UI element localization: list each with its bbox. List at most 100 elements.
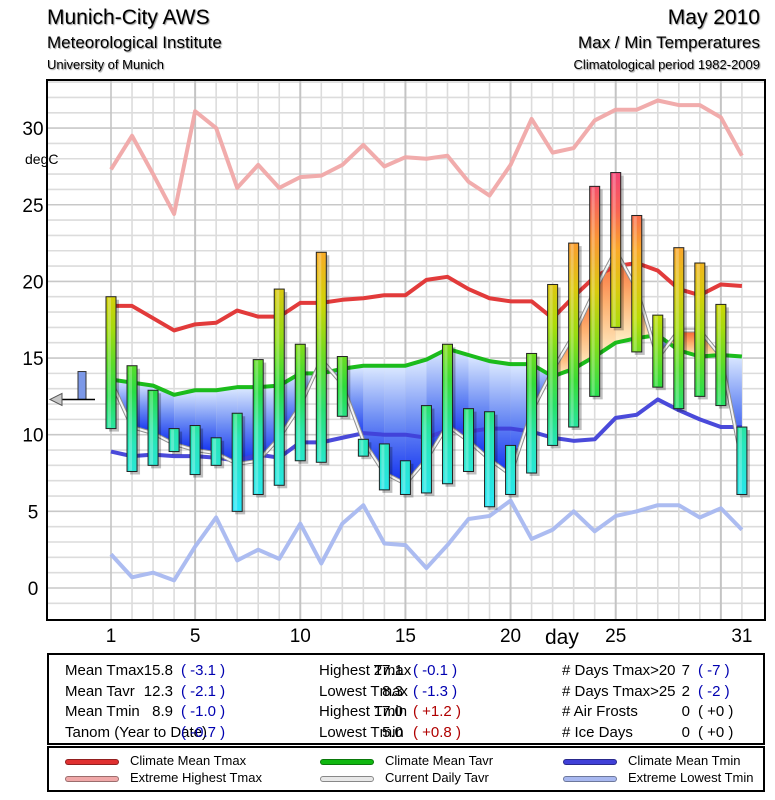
bar-highlight — [549, 285, 553, 445]
daily-temperature-bar — [631, 214, 643, 353]
legend-label: Extreme Highest Tmax — [130, 770, 262, 785]
stat-deviation: ( -1.3 ) — [413, 682, 458, 700]
stat-row: Mean Tmax 15.8 ( -3.1 ) — [65, 661, 265, 682]
bar-highlight — [528, 354, 532, 473]
stat-label: Mean Tmax — [65, 662, 144, 679]
y-tick-label: 5 — [28, 502, 39, 523]
stat-value: 7 — [681, 662, 690, 679]
legend-label: Current Daily Tavr — [385, 770, 489, 785]
bar-highlight — [633, 216, 637, 351]
legend-item-climate-mean-tavr: Climate Mean Tavr — [320, 753, 493, 769]
tanom-arrow-icon — [48, 392, 63, 407]
daily-temperature-bar — [505, 444, 517, 495]
bar-highlight — [192, 426, 196, 474]
university-title: University of Munich — [47, 57, 165, 72]
stat-label: Highest Tmax — [319, 662, 412, 679]
daily-temperature-bar — [168, 428, 180, 453]
bar-highlight — [444, 345, 448, 483]
stat-deviation: ( -1.0 ) — [181, 703, 226, 720]
bar-highlight — [360, 440, 364, 456]
bar-highlight — [318, 253, 322, 462]
legend-item-current-daily-tavr: Current Daily Tavr — [320, 770, 489, 786]
bar-highlight — [234, 414, 238, 511]
bar-highlight — [255, 360, 259, 494]
y-tick-label: 20 — [22, 272, 43, 293]
y-tick-label: 15 — [22, 349, 43, 370]
stat-deviation: ( -3.1 ) — [181, 662, 226, 679]
bar-highlight — [717, 305, 721, 405]
stat-deviation: ( -0.7 ) — [181, 723, 226, 741]
bar-highlight — [108, 297, 111, 428]
stat-value: 27.1 — [373, 662, 403, 679]
stat-row: Lowest Tmin 5.0 ( +0.8 ) — [319, 723, 519, 744]
daily-temperature-bar — [231, 412, 243, 512]
tanom-bar — [77, 371, 87, 400]
daily-temperature-bar — [610, 172, 622, 328]
stat-row: # Days Tmax>25 2 ( -2 ) — [562, 682, 762, 703]
bar-highlight — [486, 412, 490, 506]
plot-frame — [46, 79, 766, 621]
stat-row: Tanom (Year to Date)( -0.7 ) — [65, 723, 265, 744]
daily-temperature-bar — [652, 314, 664, 388]
stat-label: Tanom (Year to Date) — [65, 723, 208, 741]
legend-swatch — [65, 758, 119, 765]
stat-label: # Days Tmax>20 — [562, 662, 676, 679]
daily-temperature-bar — [526, 352, 538, 474]
daily-temperature-bar — [441, 343, 453, 485]
daily-temperature-bar — [694, 262, 706, 397]
statistics-panel: Mean Tmax 15.8 ( -3.1 ) Mean Tavr 12.3 ( -2.1… — [47, 653, 765, 745]
legend-swatch — [65, 775, 119, 782]
stat-row: Mean Tavr 12.3 ( -2.1 ) — [65, 682, 265, 703]
bar-highlight — [276, 290, 280, 485]
y-tick-label: 30 — [22, 119, 43, 140]
daily-temperature-bar — [189, 425, 201, 476]
daily-temperature-bar — [336, 356, 348, 417]
x-tick-label: 25 — [605, 626, 626, 647]
stat-label: Lowest Tmin — [319, 723, 404, 741]
bar-highlight — [381, 444, 385, 489]
y-tick-label: 25 — [22, 196, 43, 217]
stat-row: Highest Tmin 17.0 ( +1.2 ) — [319, 702, 519, 723]
daily-temperature-bar — [420, 405, 432, 494]
stat-value: 15.8 — [143, 662, 173, 679]
daily-temperature-bar — [210, 437, 222, 466]
daily-temperature-bar — [105, 296, 117, 430]
legend-swatch — [320, 775, 374, 782]
daily-temperature-bar — [547, 283, 559, 446]
daily-temperature-bar — [589, 185, 601, 397]
stat-label: # Ice Days — [562, 723, 633, 741]
x-tick-label: 10 — [290, 626, 311, 647]
legend-panel: Climate Mean Tmax Extreme Highest Tmax C… — [47, 746, 765, 792]
stat-deviation: ( +0 ) — [698, 723, 734, 741]
stat-value: 8.9 — [152, 703, 173, 720]
stat-label: Mean Tmin — [65, 703, 140, 720]
institute-title: Meteorological Institute — [47, 33, 222, 52]
stat-value: 17.0 — [373, 703, 403, 720]
station-title: Munich-City AWS — [47, 6, 210, 29]
stat-value: 12.3 — [143, 682, 173, 700]
stat-value: 8.3 — [382, 682, 403, 700]
stat-value: 0 — [681, 703, 690, 720]
stat-deviation: ( +1.2 ) — [413, 703, 461, 720]
bar-highlight — [297, 345, 301, 460]
stat-deviation: ( -2.1 ) — [181, 682, 226, 700]
legend-label: Extreme Lowest Tmin — [628, 770, 754, 785]
daily-temperature-bar — [252, 359, 264, 495]
bar-highlight — [129, 366, 133, 471]
daily-temperature-bar — [315, 251, 327, 463]
bar-highlight — [423, 406, 427, 492]
bar-highlight — [696, 264, 700, 396]
stat-deviation: ( -0.1 ) — [413, 662, 458, 679]
stat-label: Mean Tavr — [65, 682, 135, 700]
x-tick-label: 20 — [500, 626, 521, 647]
x-tick-label: 15 — [395, 626, 416, 647]
stat-row: # Ice Days 0 ( +0 ) — [562, 723, 762, 744]
daily-temperature-bar — [294, 343, 306, 462]
daily-temperature-bar — [736, 426, 748, 495]
stat-label: Highest Tmin — [319, 703, 408, 720]
legend-swatch — [563, 775, 617, 782]
daily-temperature-bar — [273, 288, 285, 486]
legend-item-climate-mean-tmin: Climate Mean Tmin — [563, 753, 740, 769]
bar-highlight — [171, 429, 175, 451]
